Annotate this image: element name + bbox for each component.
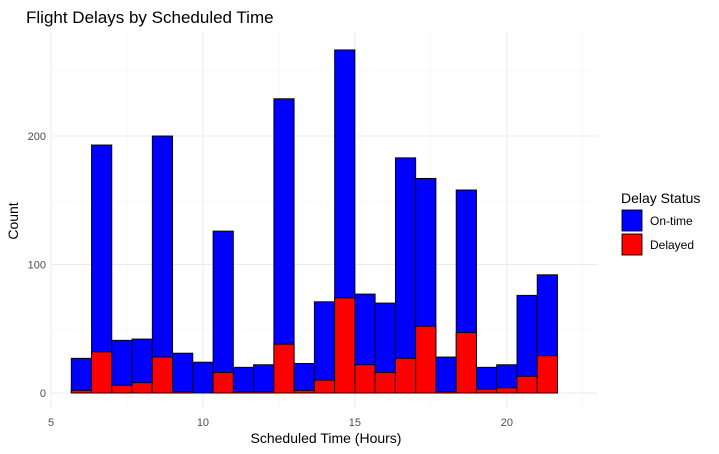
bar-on-time (253, 364, 275, 394)
x-tick-label: 5 (48, 417, 54, 429)
bar-delayed (496, 387, 518, 394)
bar-delayed (334, 297, 356, 394)
bar-delayed (212, 371, 234, 394)
bar-delayed (516, 375, 538, 394)
y-tick-label: 200 (28, 131, 46, 143)
x-tick-label: 15 (349, 417, 361, 429)
bar-delayed (354, 364, 376, 394)
chart-title: Flight Delays by Scheduled Time (26, 8, 274, 27)
bar-delayed (131, 382, 153, 394)
bar-delayed (293, 389, 315, 394)
bar-on-time (212, 230, 234, 394)
bar-on-time (70, 357, 92, 394)
bar-delayed (232, 391, 255, 394)
bar-delayed (151, 356, 174, 394)
legend-label: On-time (650, 214, 693, 228)
bar-delayed (313, 379, 336, 394)
bar-on-time (232, 366, 255, 394)
bar-delayed (111, 384, 133, 394)
bar-delayed (70, 389, 92, 394)
bar-delayed (475, 388, 498, 394)
legend-swatch (621, 233, 643, 256)
bar-delayed (253, 391, 275, 394)
bar-delayed (435, 391, 457, 394)
legend-swatch (621, 209, 643, 232)
bar-on-time (435, 356, 457, 394)
legend: Delay Status On-time Delayed (621, 190, 700, 256)
bar-on-time (172, 352, 194, 394)
x-axis-label: Scheduled Time (Hours) (251, 430, 402, 446)
y-axis-label: Count (5, 202, 21, 239)
x-axis-ticks: 5 10 15 20 (48, 417, 513, 429)
bars (70, 49, 558, 394)
legend-title: Delay Status (621, 190, 700, 206)
legend-label: Delayed (650, 238, 694, 252)
x-tick-label: 10 (197, 417, 209, 429)
bar-on-time (151, 135, 174, 394)
y-axis-ticks: 0 100 200 (28, 131, 46, 400)
bar-delayed (415, 325, 437, 394)
y-tick-label: 100 (28, 260, 46, 272)
y-tick-label: 0 (40, 388, 46, 400)
x-tick-label: 20 (501, 417, 513, 429)
bar-on-time (293, 362, 315, 394)
bar-delayed (91, 351, 113, 394)
bar-on-time (192, 361, 214, 394)
bar-on-time (313, 301, 336, 394)
bar-on-time (394, 157, 417, 394)
bar-delayed (172, 391, 194, 394)
bar-delayed (536, 355, 558, 394)
bar-delayed (394, 357, 417, 394)
bar-delayed (374, 371, 396, 394)
bar-delayed (273, 343, 295, 394)
bar-delayed (455, 332, 477, 394)
